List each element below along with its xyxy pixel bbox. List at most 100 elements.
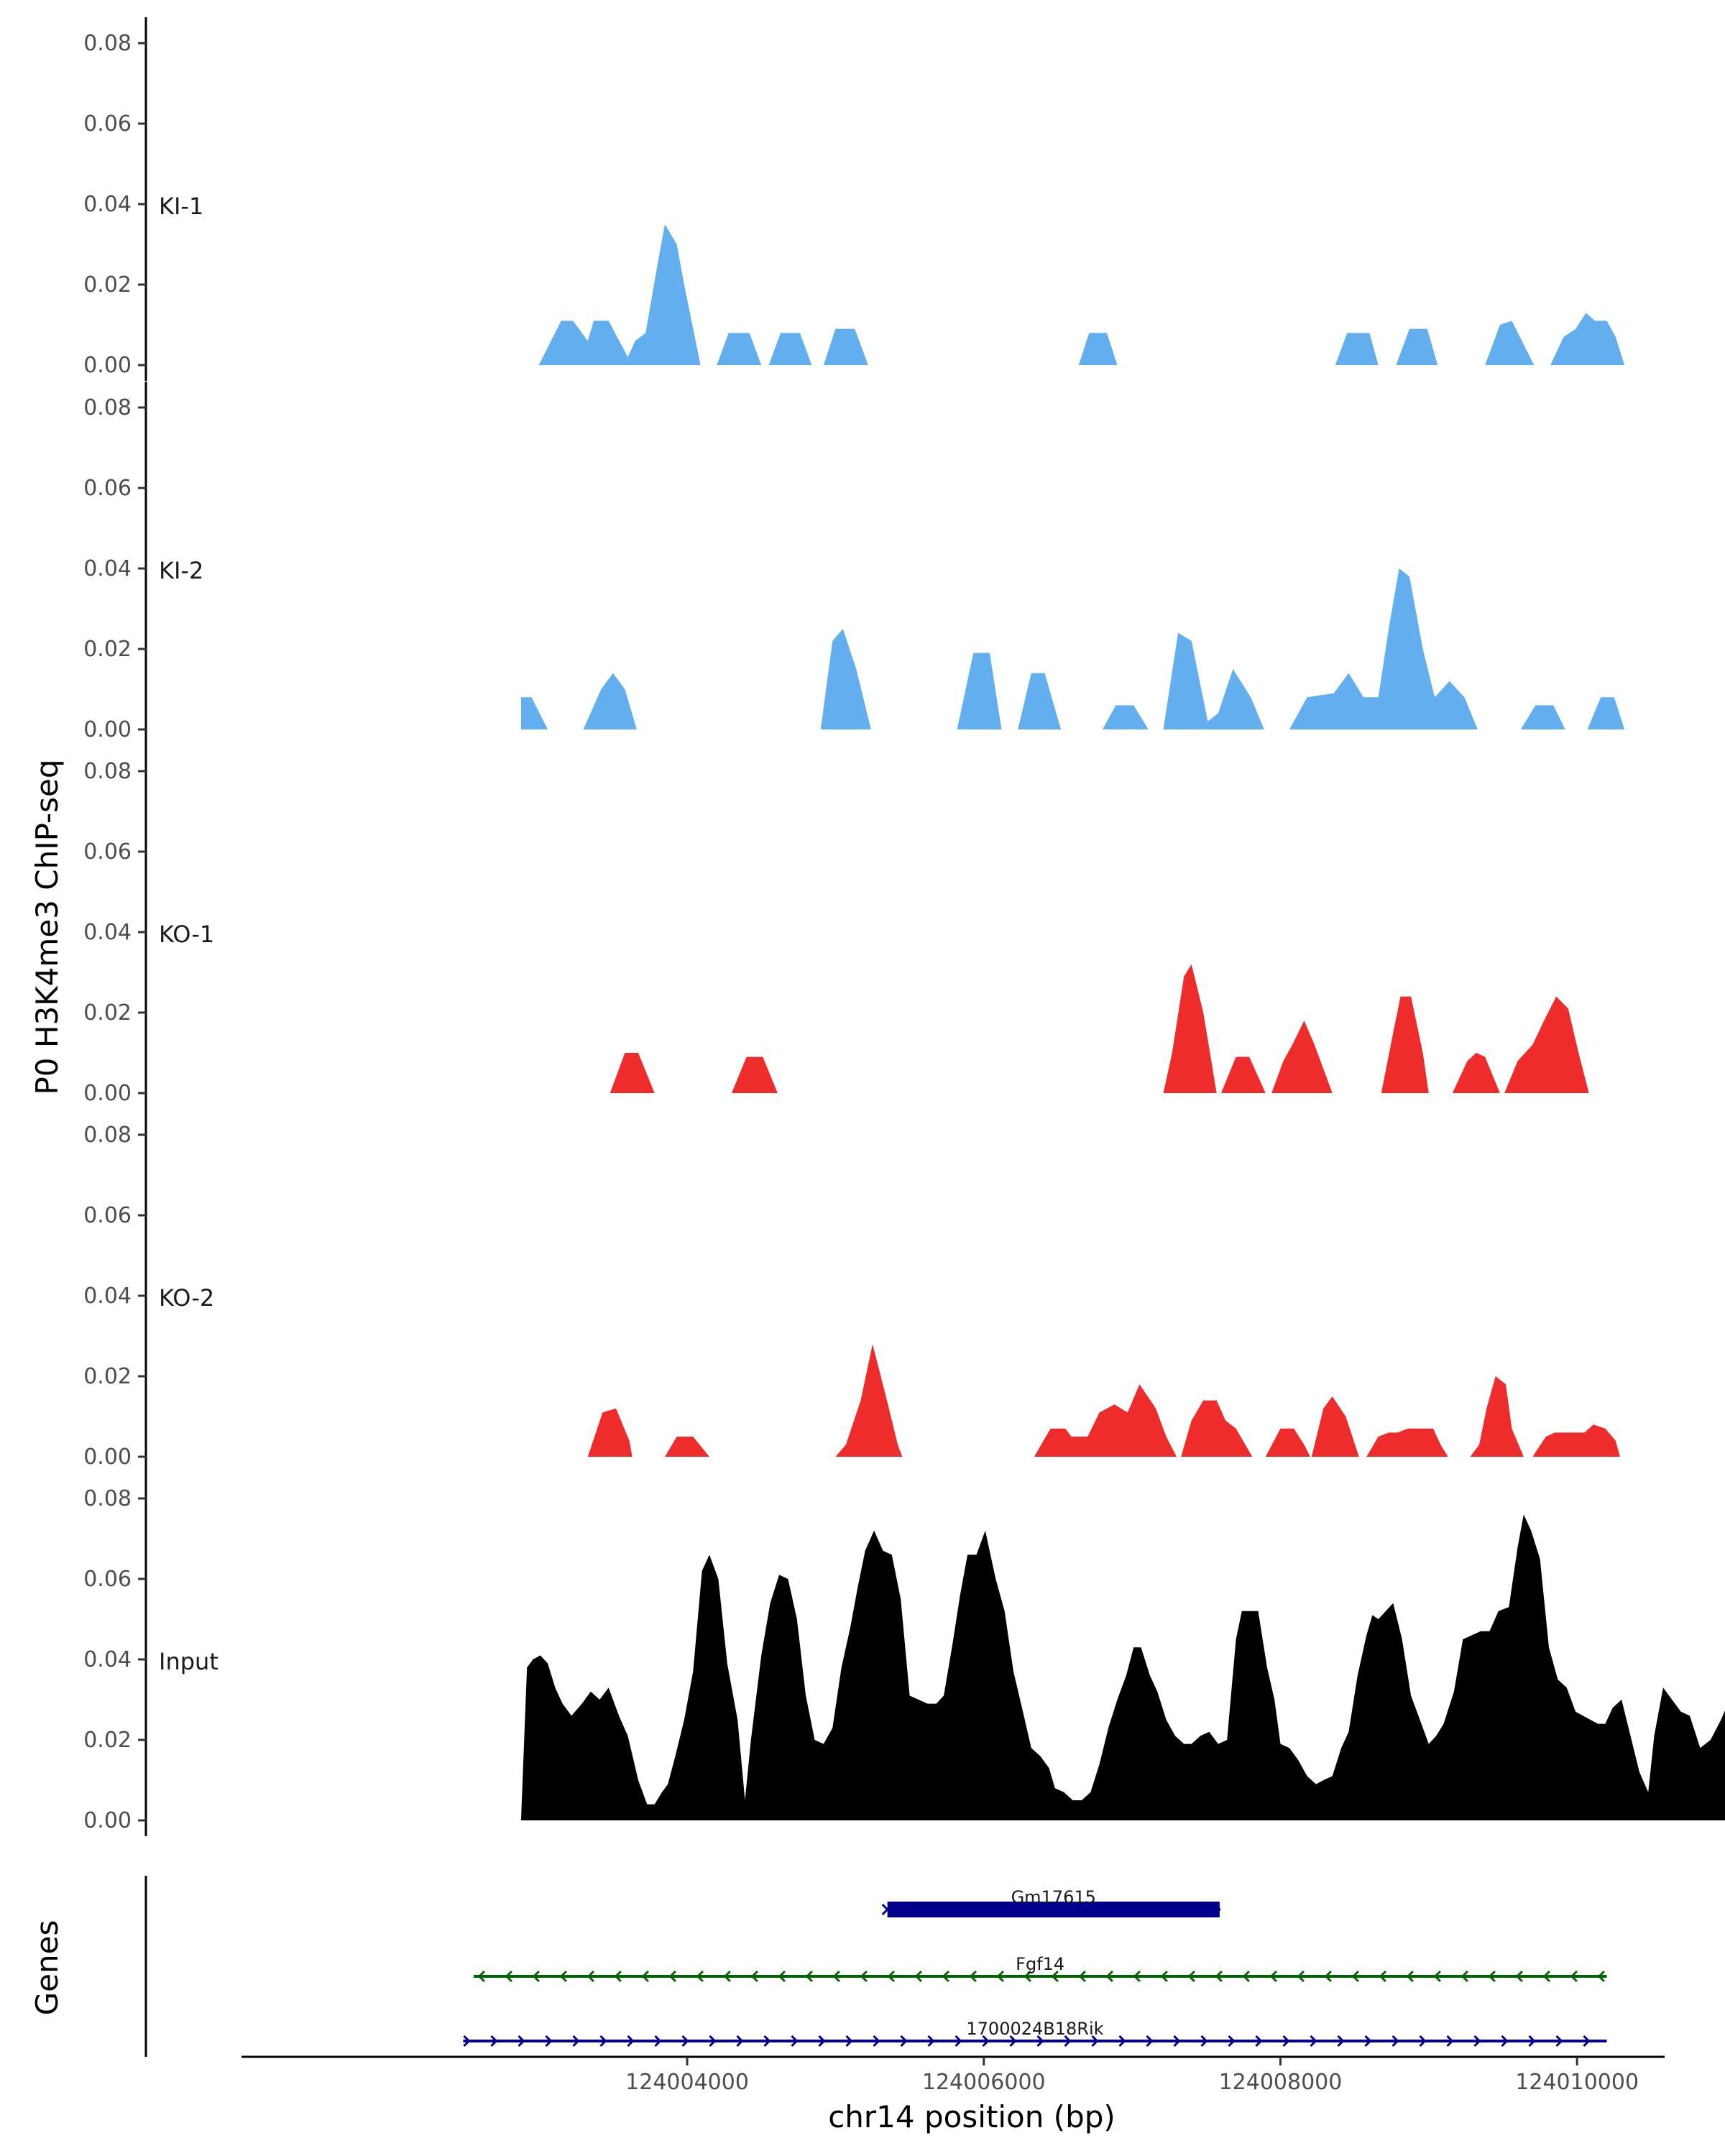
strand-chevron xyxy=(1460,1970,1468,1983)
signal-peak xyxy=(768,333,812,365)
strand-chevron xyxy=(750,1970,758,1983)
strand-chevron xyxy=(845,2035,853,2047)
signal-peak xyxy=(1220,1056,1266,1093)
y-tick-label: 0.00 xyxy=(83,1808,132,1833)
gene-fgf14: Fgf14 xyxy=(473,1954,1607,1983)
gene-label: Gm17615 xyxy=(1011,1887,1096,1907)
signal-peak xyxy=(1587,697,1625,729)
y-tick-label: 0.06 xyxy=(83,839,132,865)
strand-chevron xyxy=(1583,2035,1591,2047)
strand-chevron xyxy=(1242,1970,1250,1983)
strand-chevron xyxy=(1528,2035,1536,2047)
signal-peak xyxy=(1504,996,1589,1093)
track-label: KO-1 xyxy=(159,921,214,948)
strand-chevron xyxy=(954,2035,962,2047)
strand-chevron xyxy=(668,1970,676,1983)
strand-chevron xyxy=(1064,2035,1072,2047)
y-tick-label: 0.00 xyxy=(83,353,132,378)
strand-chevron xyxy=(1228,2035,1236,2047)
y-tick-label: 0.00 xyxy=(83,1081,132,1106)
signal-peak xyxy=(820,629,871,729)
strand-chevron xyxy=(969,1970,977,1983)
signal-peak xyxy=(1381,996,1429,1093)
strand-chevron xyxy=(1392,2035,1399,2047)
signal-peak xyxy=(1163,632,1264,729)
strand-chevron xyxy=(914,1970,922,1983)
gene-track: Gm17615 Fgf14 1700024B18Rik xyxy=(463,1887,1607,2047)
strand-chevron xyxy=(1036,2035,1044,2047)
gene-label: Fgf14 xyxy=(1016,1954,1064,1974)
strand-chevron xyxy=(1297,1970,1305,1983)
strand-chevron xyxy=(1324,1970,1332,1983)
x-axis-title: chr14 position (bp) xyxy=(828,2099,1116,2134)
strand-chevron xyxy=(818,2035,826,2047)
strand-chevron xyxy=(1009,2035,1017,2047)
gene-label: 1700024B18Rik xyxy=(966,2019,1103,2039)
strand-chevron xyxy=(627,2035,635,2047)
y-tick-label: 0.08 xyxy=(83,1486,132,1511)
strand-chevron xyxy=(996,1970,1004,1983)
track-input: 0.00 0.02 0.04 0.06 0.08 Input xyxy=(83,1473,1725,1836)
y-tick-label: 0.00 xyxy=(83,1445,132,1470)
strand-chevron xyxy=(763,2035,771,2047)
strand-chevron xyxy=(1501,2035,1509,2047)
y-tick-label: 0.08 xyxy=(83,759,132,784)
signal-peak xyxy=(1396,328,1438,365)
signal-peak xyxy=(610,1053,655,1093)
strand-chevron xyxy=(1351,1970,1359,1983)
y-tick-label: 0.02 xyxy=(83,1364,132,1389)
signal-peak xyxy=(835,1344,903,1457)
strand-chevron xyxy=(723,1970,731,1983)
genes-axis-title: Genes xyxy=(29,1920,65,2016)
y-tick-label: 0.08 xyxy=(83,395,132,420)
strand-chevron xyxy=(1133,1970,1141,1983)
strand-chevron xyxy=(1597,1970,1605,1983)
y-tick-label: 0.00 xyxy=(83,717,132,742)
signal-peak xyxy=(1078,333,1118,365)
x-tick-label: 124006000 xyxy=(922,2070,1046,2095)
signal-peak xyxy=(823,328,868,365)
strand-chevron xyxy=(942,1970,949,1983)
signal-peak xyxy=(520,697,548,729)
track-label: KO-2 xyxy=(159,1284,214,1312)
strand-chevron xyxy=(873,2035,880,2047)
strand-chevron xyxy=(1473,2035,1481,2047)
signal-peak xyxy=(1034,1384,1177,1457)
strand-chevron xyxy=(641,1970,649,1983)
track-ki-2: 0.00 0.02 0.04 0.06 0.08 KI-2 xyxy=(83,382,1625,745)
strand-chevron xyxy=(505,1970,512,1983)
strand-chevron xyxy=(1078,1970,1086,1983)
strand-chevron xyxy=(805,1970,813,1983)
strand-chevron xyxy=(1337,2035,1345,2047)
signal-peak xyxy=(583,673,637,729)
strand-chevron xyxy=(860,1970,868,1983)
strand-chevron xyxy=(490,2035,498,2047)
signal-peak xyxy=(1102,705,1149,729)
strand-chevron xyxy=(1215,1970,1223,1983)
strand-chevron xyxy=(1542,1970,1550,1983)
strand-chevron xyxy=(681,2035,689,2047)
signal-peak xyxy=(1550,313,1625,365)
track-ko-1: 0.00 0.02 0.04 0.06 0.08 KO-1 xyxy=(83,745,1589,1109)
strand-chevron xyxy=(1255,2035,1263,2047)
strand-chevron xyxy=(559,1970,567,1983)
strand-chevron xyxy=(1091,2035,1099,2047)
y-tick-label: 0.04 xyxy=(83,1647,132,1672)
strand-chevron xyxy=(887,1970,895,1983)
y-tick-label: 0.04 xyxy=(83,556,132,581)
strand-chevron xyxy=(778,1970,786,1983)
signal-peak xyxy=(1335,333,1379,365)
track-ko-2: 0.00 0.02 0.04 0.06 0.08 KO-2 xyxy=(83,1109,1620,1473)
strand-chevron xyxy=(881,1903,889,1916)
strand-chevron xyxy=(599,2035,607,2047)
y-tick-label: 0.06 xyxy=(83,1567,132,1592)
y-tick-label: 0.08 xyxy=(83,31,132,56)
strand-chevron xyxy=(654,2035,662,2047)
signal-peak xyxy=(1532,1424,1620,1457)
y-tick-label: 0.02 xyxy=(83,272,132,298)
signal-peak xyxy=(1520,705,1565,729)
strand-chevron xyxy=(900,2035,908,2047)
signal-peak xyxy=(1181,1400,1253,1457)
strand-chevron xyxy=(1446,2035,1454,2047)
strand-chevron xyxy=(1364,2035,1372,2047)
